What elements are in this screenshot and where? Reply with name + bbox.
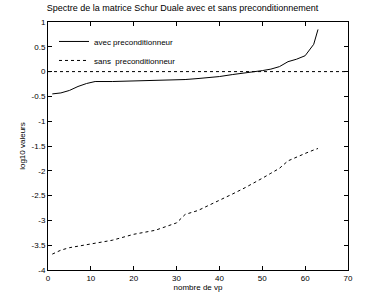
svg-text:70: 70 [344, 274, 353, 283]
svg-text:10: 10 [86, 274, 95, 283]
svg-text:20: 20 [129, 274, 138, 283]
svg-text:sans preconditionneur: sans preconditionneur [94, 57, 175, 66]
svg-text:-3.5: -3.5 [32, 241, 46, 250]
svg-text:0: 0 [41, 67, 46, 76]
svg-text:avec preconditionneur: avec preconditionneur [94, 38, 173, 47]
svg-text:30: 30 [172, 274, 181, 283]
svg-text:60: 60 [301, 274, 310, 283]
svg-text:-1: -1 [38, 117, 46, 126]
svg-text:nombre de vp: nombre de vp [174, 283, 223, 292]
svg-text:0: 0 [46, 274, 51, 283]
svg-text:50: 50 [258, 274, 267, 283]
svg-text:Spectre de la matrice Schur Du: Spectre de la matrice Schur Duale avec e… [47, 3, 319, 13]
svg-text:-4: -4 [38, 266, 46, 275]
svg-text:-1.5: -1.5 [32, 142, 46, 151]
svg-text:-2.5: -2.5 [32, 191, 46, 200]
svg-text:-3: -3 [38, 216, 46, 225]
svg-text:40: 40 [215, 274, 224, 283]
svg-text:0.5: 0.5 [34, 43, 46, 52]
svg-text:1: 1 [41, 18, 46, 27]
svg-text:-0.5: -0.5 [32, 92, 46, 101]
svg-text:-2: -2 [38, 167, 46, 176]
svg-text:log10 valeurs: log10 valeurs [18, 122, 27, 170]
